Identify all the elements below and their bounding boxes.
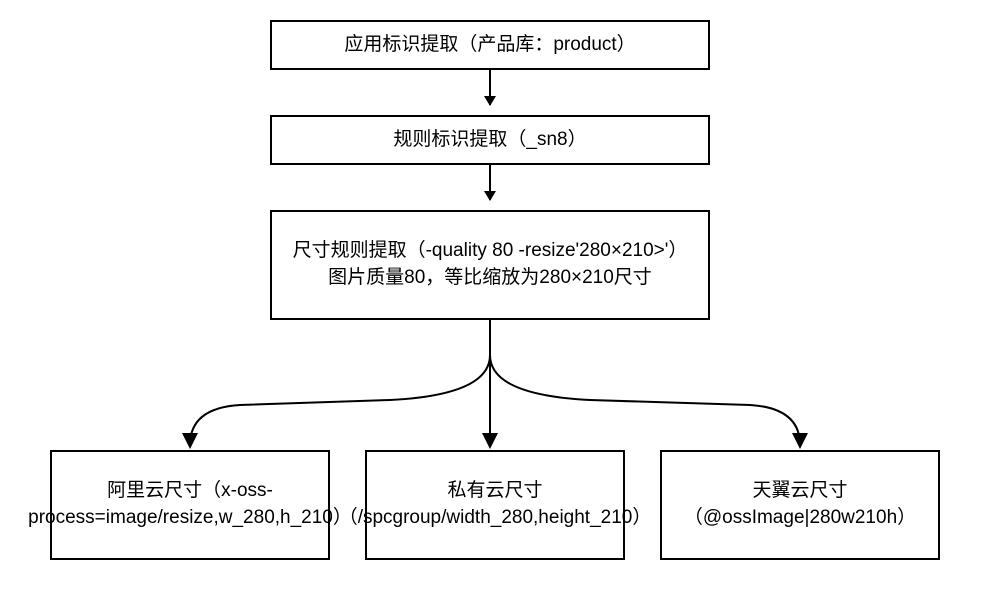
edge-3-4 <box>190 320 490 445</box>
node-private-cloud-size: 私有云尺寸（/spcgroup/width_280,height_210） <box>365 450 625 560</box>
node-tianyi-cloud-size: 天翼云尺寸（@ossImage|280w210h） <box>660 450 940 560</box>
node-label: 阿里云尺寸（x-oss-process=image/resize,w_280,h… <box>28 478 352 531</box>
arrow-1-2 <box>489 70 491 105</box>
node-label: 规则标识提取（_sn8） <box>393 127 586 154</box>
node-label: 私有云尺寸（/spcgroup/width_280,height_210） <box>339 478 652 531</box>
edge-3-6 <box>490 320 800 445</box>
node-label: 天翼云尺寸（@ossImage|280w210h） <box>674 478 926 531</box>
node-label: 尺寸规则提取（-quality 80 -resize'280×210>'）图片质… <box>284 238 696 291</box>
node-label: 应用标识提取（产品库：product） <box>344 32 635 59</box>
node-aliyun-size: 阿里云尺寸（x-oss-process=image/resize,w_280,h… <box>50 450 330 560</box>
arrow-2-3 <box>489 165 491 200</box>
node-size-rule-extract: 尺寸规则提取（-quality 80 -resize'280×210>'）图片质… <box>270 210 710 320</box>
node-rule-id-extract: 规则标识提取（_sn8） <box>270 115 710 165</box>
node-app-id-extract: 应用标识提取（产品库：product） <box>270 20 710 70</box>
